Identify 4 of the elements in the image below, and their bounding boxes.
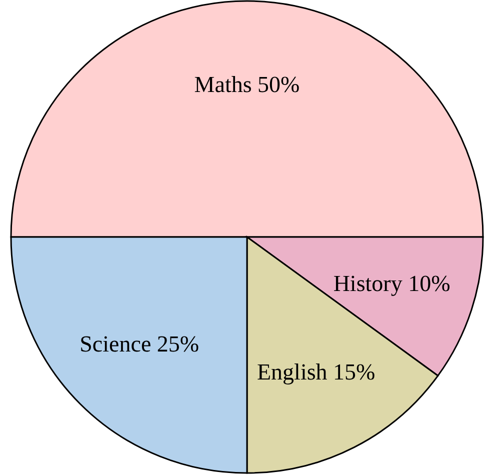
- slice-label: Maths 50%: [194, 72, 300, 97]
- slice-label: History 10%: [333, 271, 450, 296]
- slice-label: English 15%: [257, 360, 376, 385]
- slice-label: Science 25%: [80, 332, 200, 357]
